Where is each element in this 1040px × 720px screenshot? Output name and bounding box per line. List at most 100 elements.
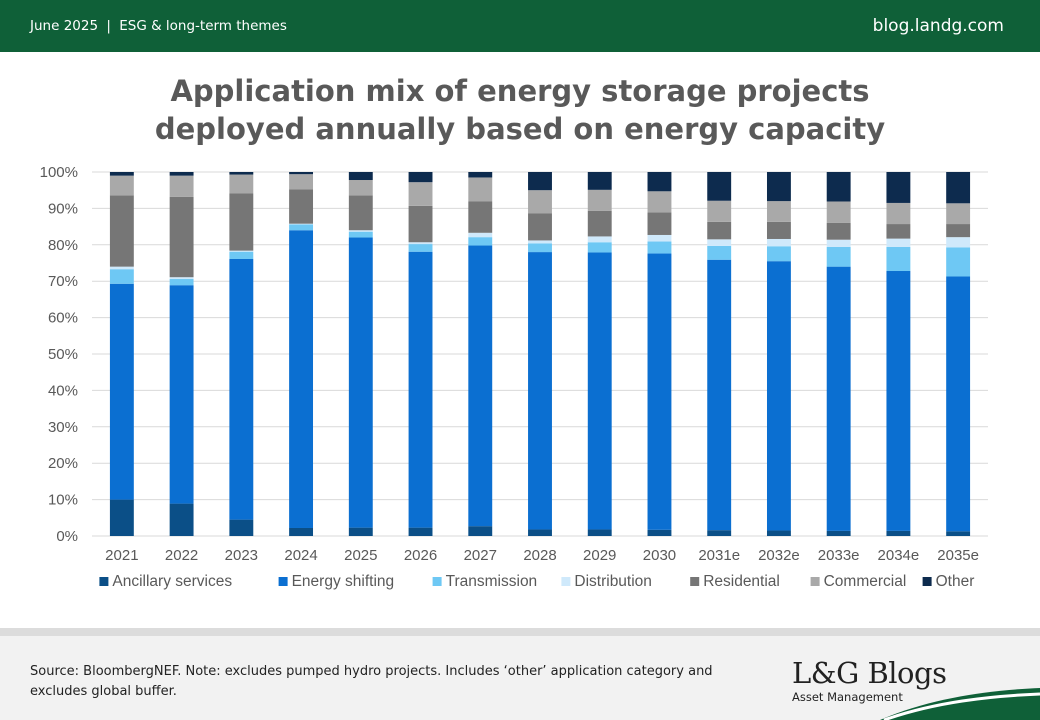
- bar-segment: [707, 221, 732, 240]
- bar-segment: [766, 221, 791, 239]
- bar-segment: [766, 246, 791, 262]
- lg-blogs-logo[interactable]: L&G Blogs Asset Management: [792, 656, 947, 704]
- legend-label: Residential: [703, 573, 780, 590]
- bar-segment: [348, 195, 373, 231]
- x-tick-label: 2027: [464, 547, 497, 564]
- x-tick-label: 2029: [583, 547, 616, 564]
- bar-segment: [169, 175, 194, 197]
- bar-segment: [229, 174, 254, 194]
- bar-segment: [169, 279, 194, 286]
- bar-segment: [109, 195, 134, 267]
- bar-segment: [826, 222, 851, 240]
- bar-segment: [468, 172, 493, 178]
- x-tick-label: 2031e: [698, 547, 740, 564]
- legend-swatch: [561, 577, 571, 586]
- legend-label: Energy shifting: [292, 573, 395, 590]
- site-link[interactable]: blog.landg.com: [872, 16, 1004, 36]
- bar-segment: [886, 246, 911, 272]
- bar-segment: [766, 261, 791, 531]
- bar-segment: [826, 246, 851, 267]
- bar-segment: [408, 242, 433, 245]
- bar-segment: [289, 527, 314, 536]
- bar-segment: [528, 243, 552, 253]
- bar-segment: [408, 182, 433, 206]
- theme-label: ESG & long-term themes: [119, 18, 287, 34]
- bar-segment: [886, 224, 911, 239]
- bar-segment: [468, 526, 493, 536]
- chart-title-line-1: Application mix of energy storage projec…: [170, 74, 870, 108]
- chart-title-line-2: deployed annually based on energy capaci…: [154, 112, 886, 146]
- y-tick-label: 20%: [48, 455, 78, 472]
- footer-divider: [0, 628, 1040, 636]
- x-tick-label: 2035e: [937, 547, 979, 564]
- bar-segment: [826, 172, 851, 202]
- bar-segment: [647, 191, 672, 213]
- bar-segment: [886, 530, 911, 536]
- bar-segment: [229, 193, 254, 251]
- y-tick-label: 90%: [48, 200, 78, 217]
- x-tick-label: 2024: [284, 547, 317, 564]
- bar-segment: [229, 250, 254, 252]
- legend-label: Other: [936, 573, 975, 590]
- bar-segment: [468, 177, 493, 202]
- bar-segment: [707, 259, 732, 531]
- y-tick-label: 50%: [48, 346, 78, 363]
- bar-segment: [229, 519, 254, 536]
- bar-segment: [587, 189, 612, 211]
- bar-segment: [109, 283, 134, 500]
- bar-segment: [946, 276, 971, 532]
- header-bar: June 2025 | ESG & long-term themes blog.…: [0, 0, 1040, 52]
- y-tick-label: 70%: [48, 273, 78, 290]
- y-tick-label: 10%: [48, 492, 78, 509]
- bar-segment: [289, 224, 314, 231]
- bar-segment: [946, 531, 971, 536]
- x-tick-label: 2032e: [758, 547, 800, 564]
- bar-segment: [289, 172, 314, 175]
- bar-segment: [587, 210, 612, 237]
- legend-label: Commercial: [824, 573, 907, 590]
- bar-segment: [946, 247, 971, 277]
- bar-segment: [169, 196, 194, 278]
- logo-text: L&G Blogs: [792, 656, 947, 690]
- brand-swoosh-icon: [880, 688, 1040, 720]
- bar-segment: [707, 172, 732, 201]
- x-tick-label: 2033e: [818, 547, 860, 564]
- bar-segment: [886, 202, 911, 225]
- bar-segment: [587, 252, 612, 530]
- bar-segment: [946, 237, 971, 248]
- bar-segment: [587, 242, 612, 253]
- bar-segment: [348, 172, 373, 181]
- bar-segment: [826, 201, 851, 223]
- bar-segment: [647, 241, 672, 254]
- bar-segment: [707, 239, 732, 246]
- publish-date: June 2025: [30, 18, 99, 34]
- bar-segment: [348, 180, 373, 196]
- bar-segment: [468, 237, 493, 246]
- x-tick-label: 2021: [105, 547, 138, 564]
- bar-segment: [707, 200, 732, 222]
- bar-segment: [468, 245, 493, 527]
- y-tick-label: 60%: [48, 310, 78, 327]
- bar-segment: [886, 172, 911, 203]
- chart-title: Application mix of energy storage projec…: [0, 72, 1040, 148]
- bar-segment: [946, 203, 971, 225]
- legend-label: Distribution: [574, 573, 652, 590]
- y-tick-label: 40%: [48, 382, 78, 399]
- x-tick-label: 2030: [643, 547, 676, 564]
- x-tick-label: 2023: [225, 547, 258, 564]
- bar-segment: [528, 172, 552, 191]
- bar-segment: [946, 172, 971, 204]
- bar-segment: [408, 244, 433, 252]
- bar-segment: [528, 529, 552, 536]
- bar-segment: [766, 530, 791, 536]
- bar-segment: [348, 527, 373, 536]
- bar-segment: [169, 503, 194, 536]
- bar-segment: [229, 251, 254, 259]
- bar-segment: [647, 212, 672, 235]
- bar-segment: [289, 230, 314, 528]
- bar-segment: [707, 245, 732, 260]
- y-tick-label: 0%: [56, 528, 78, 545]
- bar-segment: [647, 234, 672, 242]
- bar-segment: [109, 499, 134, 536]
- bar-segment: [826, 239, 851, 247]
